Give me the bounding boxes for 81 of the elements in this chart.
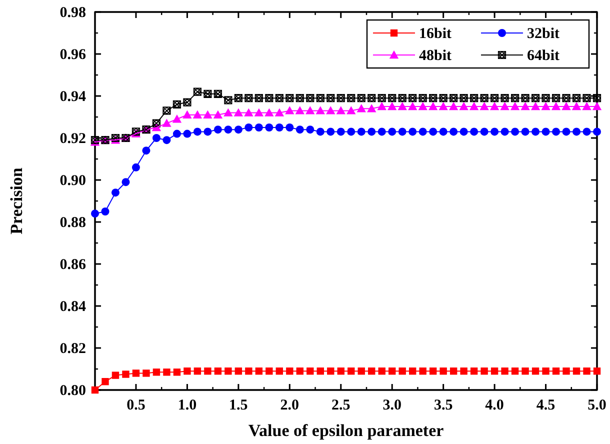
point — [408, 94, 417, 102]
legend-label: 48bit — [419, 48, 452, 64]
point — [193, 88, 202, 96]
point — [326, 106, 336, 114]
point — [214, 90, 222, 98]
point — [122, 370, 130, 378]
legend-label: 32bit — [527, 26, 560, 42]
point — [336, 106, 346, 114]
point — [296, 94, 304, 102]
x-tick-label: 5.0 — [588, 398, 606, 414]
point — [510, 94, 520, 102]
point — [470, 94, 478, 102]
point — [152, 119, 161, 128]
point — [285, 106, 294, 114]
point — [562, 94, 570, 102]
point — [91, 210, 99, 218]
point — [388, 94, 396, 102]
point — [346, 106, 356, 114]
point — [336, 94, 345, 102]
point — [204, 90, 212, 98]
point — [398, 94, 406, 102]
point — [357, 94, 366, 102]
x-tick-label: 2.5 — [332, 398, 350, 414]
legend-label: 64bit — [527, 48, 560, 64]
point — [542, 94, 550, 102]
point — [500, 94, 509, 102]
point — [183, 98, 192, 106]
point — [531, 94, 540, 102]
point — [418, 94, 427, 102]
point — [295, 106, 304, 114]
point — [316, 94, 324, 102]
legend-label: 16bit — [419, 26, 452, 42]
point — [254, 94, 263, 102]
point — [162, 106, 171, 115]
x-tick-label: 2.0 — [280, 398, 300, 414]
point — [429, 94, 438, 102]
point — [450, 94, 458, 102]
y-axis-title: Precision — [7, 167, 26, 234]
y-tick-label: 0.84 — [60, 298, 86, 315]
x-tick-label: 4.5 — [536, 398, 556, 414]
y-tick-label: 0.90 — [60, 172, 86, 189]
y-tick-label: 0.86 — [60, 256, 86, 273]
point — [460, 94, 468, 102]
x-tick-label: 0.5 — [126, 398, 146, 414]
y-tick-label: 0.88 — [60, 214, 86, 231]
point — [275, 94, 284, 102]
point — [368, 94, 376, 102]
point — [244, 94, 253, 102]
point — [593, 128, 601, 136]
point — [593, 368, 601, 375]
point — [378, 94, 386, 102]
point — [286, 94, 294, 102]
point — [490, 94, 499, 102]
point — [480, 94, 488, 102]
point — [521, 94, 530, 102]
point — [552, 94, 560, 102]
x-tick-label: 1.5 — [229, 398, 248, 414]
point — [326, 94, 335, 102]
point — [224, 96, 232, 104]
y-tick-label: 0.98 — [60, 4, 86, 21]
y-tick-label: 0.82 — [60, 340, 86, 357]
x-tick-label: 3.0 — [382, 398, 402, 414]
point — [347, 94, 356, 102]
y-tick-label: 0.94 — [60, 88, 86, 105]
point — [316, 106, 325, 114]
x-tick-label: 3.5 — [434, 398, 453, 414]
point — [306, 94, 314, 102]
x-axis-title: Value of epsilon parameter — [248, 421, 444, 440]
point — [265, 94, 274, 102]
point — [172, 100, 182, 108]
y-tick-label: 0.92 — [60, 130, 86, 147]
point — [306, 106, 315, 114]
y-tick-label: 0.96 — [60, 46, 86, 63]
point — [572, 94, 581, 102]
x-tick-label: 1.0 — [178, 398, 197, 414]
point — [592, 102, 602, 110]
point — [142, 370, 150, 377]
x-tick-label: 4.0 — [485, 398, 504, 414]
point — [234, 94, 242, 102]
y-tick-label: 0.80 — [60, 382, 86, 399]
point — [439, 94, 448, 102]
